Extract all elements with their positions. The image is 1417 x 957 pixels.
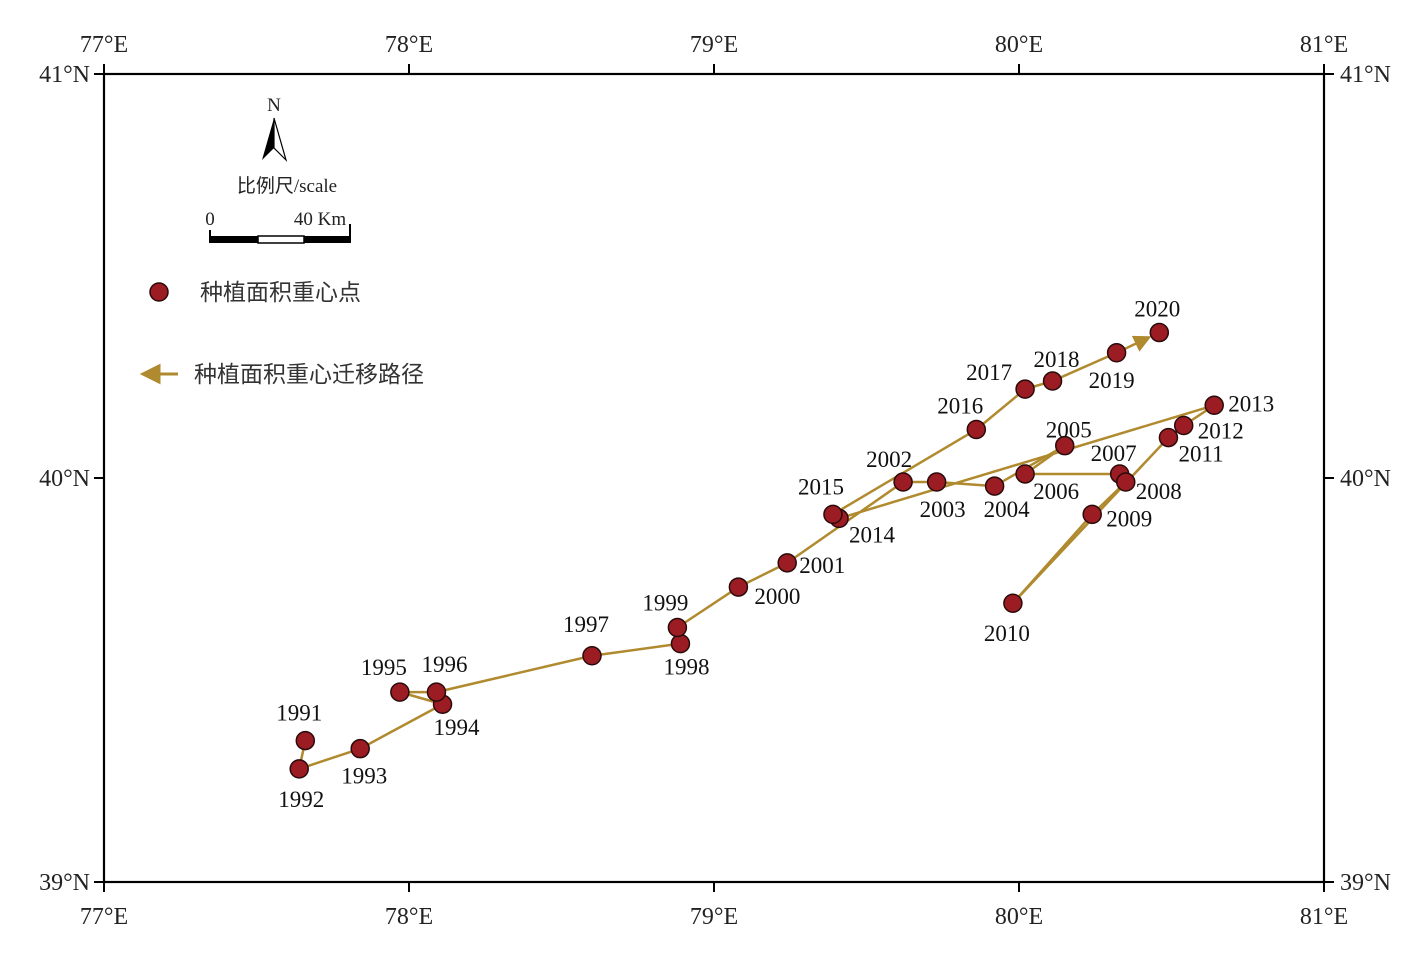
centroid-point-2020 [1149,322,1170,343]
centroid-point-1995 [390,682,410,702]
centroid-point-2015 [823,504,843,525]
centroid-point-2008 [1116,472,1136,492]
centroid-point-2019 [1106,343,1127,363]
legend-path-label: 种植面积重心迁移路径 [194,362,424,388]
scale-end-label: 40 Km [294,209,346,230]
centroid-point-2001 [777,553,797,573]
centroid-point-2010 [1003,593,1023,613]
axis-ticks: 77°E 77°E 78°E 78°E 79°E 79°E 80°E 80°E 81°E 81°E… [39,32,1391,930]
x-tick-label-top: 81°E [1300,32,1348,58]
centroid-point-2016 [966,419,987,440]
year-label-2003: 2003 [920,497,966,522]
year-label-2002: 2002 [866,447,912,472]
year-label-2014: 2014 [849,522,896,547]
centroid-point-2017 [1015,379,1035,399]
centroid-point-1992 [289,759,309,779]
centroid-point-1999 [667,617,688,638]
y-tick-label-left: 39°N [39,870,90,896]
year-label-2018: 2018 [1034,347,1080,372]
centroid-point-2000 [728,577,749,597]
y-tick-label-right: 41°N [1340,62,1391,88]
year-label-1998: 1998 [663,655,709,680]
year-label-2000: 2000 [754,584,800,609]
year-label-1994: 1994 [434,715,481,740]
path-segment [436,654,593,694]
north-arrow: N [262,95,288,163]
centroid-point-2013 [1204,395,1224,416]
year-label-1993: 1993 [341,764,387,789]
year-label-2009: 2009 [1106,506,1152,531]
year-label-2004: 2004 [984,497,1031,522]
centroid-point-1997 [582,646,602,666]
scale-start-label: 0 [205,209,215,230]
year-label-2001: 2001 [799,553,845,578]
x-tick-label-bottom: 79°E [690,904,738,930]
centroid-point-2011 [1158,427,1179,448]
x-tick-label-bottom: 80°E [995,904,1043,930]
x-tick-label-top: 77°E [80,32,128,58]
year-label-2020: 2020 [1134,297,1180,322]
path-segment [359,703,444,750]
year-label-1999: 1999 [642,590,688,615]
year-label-1996: 1996 [421,652,467,677]
path-segment [838,404,1215,520]
year-label-1992: 1992 [278,787,324,812]
centroid-point-2012 [1173,415,1194,436]
year-label-2015: 2015 [798,474,844,499]
centroid-point-1993 [350,738,370,759]
year-label-2019: 2019 [1089,368,1135,393]
x-tick-label-bottom: 77°E [80,904,128,930]
centroid-point-2005 [1055,435,1075,456]
north-arrow-label: N [267,95,281,116]
centroid-point-2018 [1042,371,1063,391]
year-label-1997: 1997 [563,612,609,637]
scale-bar: 比例尺/scale 0 40 Km [205,175,351,244]
path-segment [676,586,740,629]
centroid-point-2009 [1082,504,1102,525]
y-tick-label-right: 40°N [1340,466,1391,492]
centroid-point-2002 [893,472,913,492]
centroid-point-2004 [984,476,1005,496]
y-tick-label-right: 39°N [1340,870,1391,896]
x-tick-label-top: 80°E [995,32,1043,58]
year-label-2017: 2017 [966,360,1012,385]
scale-title: 比例尺/scale [237,175,337,197]
year-label-2016: 2016 [937,394,983,419]
year-label-1991: 1991 [276,701,322,726]
centroid-point-1998 [670,633,691,654]
year-label-2013: 2013 [1228,391,1274,416]
x-tick-label-bottom: 81°E [1300,904,1348,930]
year-label-2008: 2008 [1136,479,1182,504]
path-segment [975,388,1026,431]
centroid-point-2003 [926,472,947,492]
year-label-2010: 2010 [984,621,1030,646]
centroid-points [289,322,1224,779]
legend-point-label: 种植面积重心点 [200,280,361,306]
year-labels: 1991 1992 1993 1994 1995 1996 1997 1998 1999 2000… [276,297,1274,812]
centroid-point-1991 [295,730,316,751]
centroid-point-2006 [1015,464,1035,484]
migration-path [297,335,1215,771]
year-label-1995: 1995 [361,655,407,680]
year-label-2011: 2011 [1178,442,1223,467]
path-segment [591,642,681,657]
centroid-point-1996 [426,682,447,702]
x-tick-label-top: 79°E [690,32,738,58]
y-tick-label-left: 41°N [39,62,90,88]
x-tick-label-top: 78°E [385,32,433,58]
year-label-2007: 2007 [1091,441,1137,466]
x-tick-label-bottom: 78°E [385,904,433,930]
year-label-2005: 2005 [1046,418,1092,443]
year-label-2012: 2012 [1198,418,1244,443]
path-segment [832,428,977,516]
legend: 种植面积重心点 种植面积重心迁移路径 [139,280,424,388]
path-segment [1052,351,1118,383]
path-segment [298,747,361,771]
legend-point-symbol [149,282,169,302]
year-label-2006: 2006 [1033,479,1079,504]
y-tick-label-left: 40°N [39,466,90,492]
